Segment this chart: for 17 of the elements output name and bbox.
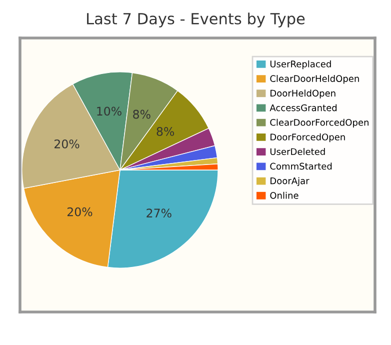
legend-label: ClearDoorForcedOpen: [270, 118, 368, 128]
legend-label: DoorHeldOpen: [270, 90, 336, 98]
data-label: 27%: [146, 208, 172, 218]
data-label: 20%: [54, 139, 80, 148]
legend-label: ClearDoorHeldOpen: [270, 75, 359, 84]
legend-label: UserReplaced: [270, 60, 331, 70]
legend-label: Online: [270, 192, 298, 199]
chart-title: Last 7 Days - Events by Type: [87, 12, 305, 28]
data-label: 20%: [67, 207, 92, 216]
legend-label: DoorAjar: [270, 177, 310, 186]
data-label: 8%: [133, 110, 150, 119]
data-label: 10%: [97, 106, 122, 116]
legend-label: AccessGranted: [270, 104, 337, 112]
data-label: 8%: [156, 127, 174, 136]
legend-label: UserDeleted: [270, 148, 325, 156]
legend-label: DoorForcedOpen: [270, 133, 345, 142]
legend-label: CommStarted: [270, 162, 332, 170]
